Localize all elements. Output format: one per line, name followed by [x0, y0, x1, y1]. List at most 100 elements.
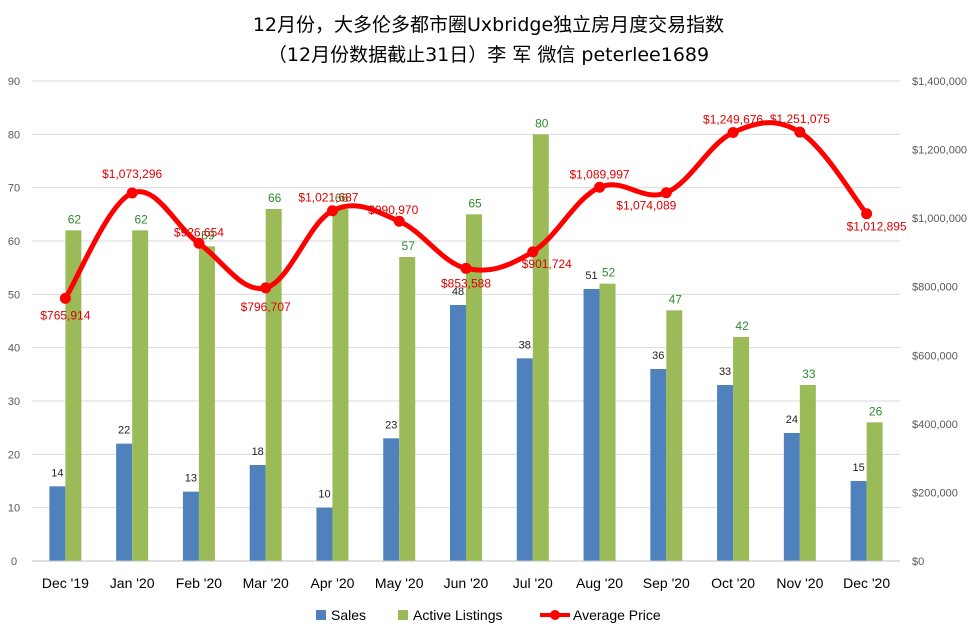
price-marker: [59, 292, 71, 304]
price-marker: [660, 187, 672, 199]
y-left-tick-label: 40: [8, 343, 20, 355]
y-left-tick-label: 50: [8, 289, 20, 301]
sales-data-label: 18: [252, 446, 264, 458]
x-tick-label: Nov '20: [776, 575, 823, 591]
y-left-tick-label: 0: [11, 556, 17, 568]
sales-data-label: 36: [652, 350, 664, 362]
listings-bar: [599, 283, 616, 561]
x-tick-label: Feb '20: [176, 575, 222, 591]
listings-data-label: 66: [335, 191, 349, 205]
y-left-tick-label: 90: [8, 76, 20, 88]
legend-label-sales: Sales: [331, 607, 366, 623]
listings-data-label: 42: [735, 319, 749, 333]
price-marker: [460, 262, 472, 274]
chart-title: 12月份，大多伦多都市圈Uxbridge独立房月度交易指数: [252, 14, 725, 36]
listings-data-label: 57: [402, 239, 416, 253]
listings-bar: [265, 209, 282, 561]
x-tick-label: Aug '20: [576, 575, 623, 591]
listings-bar: [65, 230, 82, 562]
sales-bar: [783, 433, 800, 561]
price-marker: [794, 126, 806, 138]
sales-data-label: 14: [51, 467, 63, 479]
sales-data-label: 10: [318, 489, 330, 501]
sales-data-label: 38: [519, 339, 531, 351]
listings-data-label: 33: [802, 367, 816, 381]
price-marker: [527, 246, 539, 258]
listings-bar: [399, 257, 416, 561]
legend-label-listings: Active Listings: [413, 607, 502, 623]
y-left-tick-label: 70: [8, 183, 20, 195]
legend-swatch-price-marker: [550, 610, 560, 620]
price-marker: [861, 208, 873, 220]
listings-data-label: 62: [68, 212, 82, 226]
y-left-tick-label: 80: [8, 129, 20, 141]
y-right-tick-label: $200,000: [912, 487, 958, 499]
price-data-label: $1,249,676: [703, 113, 763, 127]
sales-bar: [116, 443, 133, 561]
listings-bar: [198, 246, 215, 562]
y-right-tick-label: $0: [912, 556, 924, 568]
listings-data-label: 80: [535, 116, 549, 130]
price-data-label: $1,251,075: [770, 112, 830, 126]
listings-bar: [866, 422, 883, 561]
x-tick-label: Dec '20: [843, 575, 890, 591]
price-data-label: $1,074,089: [616, 199, 676, 213]
listings-data-label: 65: [468, 196, 482, 210]
sales-bar: [450, 305, 466, 561]
listings-bar: [733, 337, 750, 561]
listings-bar: [532, 134, 549, 562]
listings-bar: [132, 230, 149, 562]
listings-data-label: 66: [268, 191, 282, 205]
listings-data-label: 26: [869, 404, 883, 418]
price-data-label: $1,073,296: [102, 167, 162, 181]
listings-bar: [332, 209, 349, 561]
price-data-label: $853,588: [441, 276, 491, 290]
listings-data-label: 47: [669, 292, 683, 306]
sales-bar: [850, 481, 867, 561]
sales-data-label: 22: [118, 425, 130, 437]
listings-bar: [466, 214, 482, 562]
sales-bar: [249, 465, 266, 561]
sales-data-label: 24: [786, 414, 798, 426]
x-tick-label: Oct '20: [711, 575, 755, 591]
sales-data-label: 23: [385, 419, 397, 431]
y-right-tick-label: $1,200,000: [912, 145, 967, 157]
y-left-tick-label: 20: [8, 449, 20, 461]
price-data-label: $926,654: [174, 225, 224, 239]
chart-subtitle: （12月份数据截止31日）李 军 微信 peterlee1689: [267, 44, 710, 66]
price-data-label: $1,089,997: [570, 167, 630, 181]
listings-bar: [799, 385, 816, 561]
price-data-label: $901,724: [522, 257, 572, 271]
y-right-tick-label: $1,400,000: [912, 76, 967, 88]
y-right-tick-label: $400,000: [912, 419, 958, 431]
sales-bar: [182, 491, 199, 561]
sales-bar: [316, 507, 333, 561]
price-data-label: $1,021,687: [298, 191, 358, 205]
x-tick-label: Apr '20: [311, 575, 355, 591]
price-data-label: $796,707: [241, 300, 291, 314]
x-tick-label: Sep '20: [643, 575, 690, 591]
sales-data-label: 33: [719, 366, 731, 378]
x-tick-label: Jan '20: [110, 575, 155, 591]
sales-data-label: 51: [585, 270, 597, 282]
listings-bar: [666, 310, 683, 561]
sales-data-label: 15: [852, 462, 864, 474]
sales-bar: [650, 369, 667, 561]
listings-data-label: 59: [201, 228, 215, 242]
x-tick-label: Jun '20: [444, 575, 489, 591]
y-left-tick-label: 60: [8, 236, 20, 248]
price-marker: [393, 215, 405, 227]
legend-swatch-sales: [316, 610, 326, 620]
x-tick-label: Mar '20: [243, 575, 289, 591]
x-tick-label: Jul '20: [513, 575, 553, 591]
x-tick-label: Dec '19: [42, 575, 89, 591]
listings-data-label: 52: [602, 266, 616, 280]
sales-bar: [717, 385, 734, 561]
y-left-tick-label: 30: [8, 396, 20, 408]
price-marker: [594, 181, 606, 193]
sales-bar: [583, 289, 600, 561]
legend-swatch-listings: [398, 610, 408, 620]
price-data-label: $990,970: [368, 203, 418, 217]
